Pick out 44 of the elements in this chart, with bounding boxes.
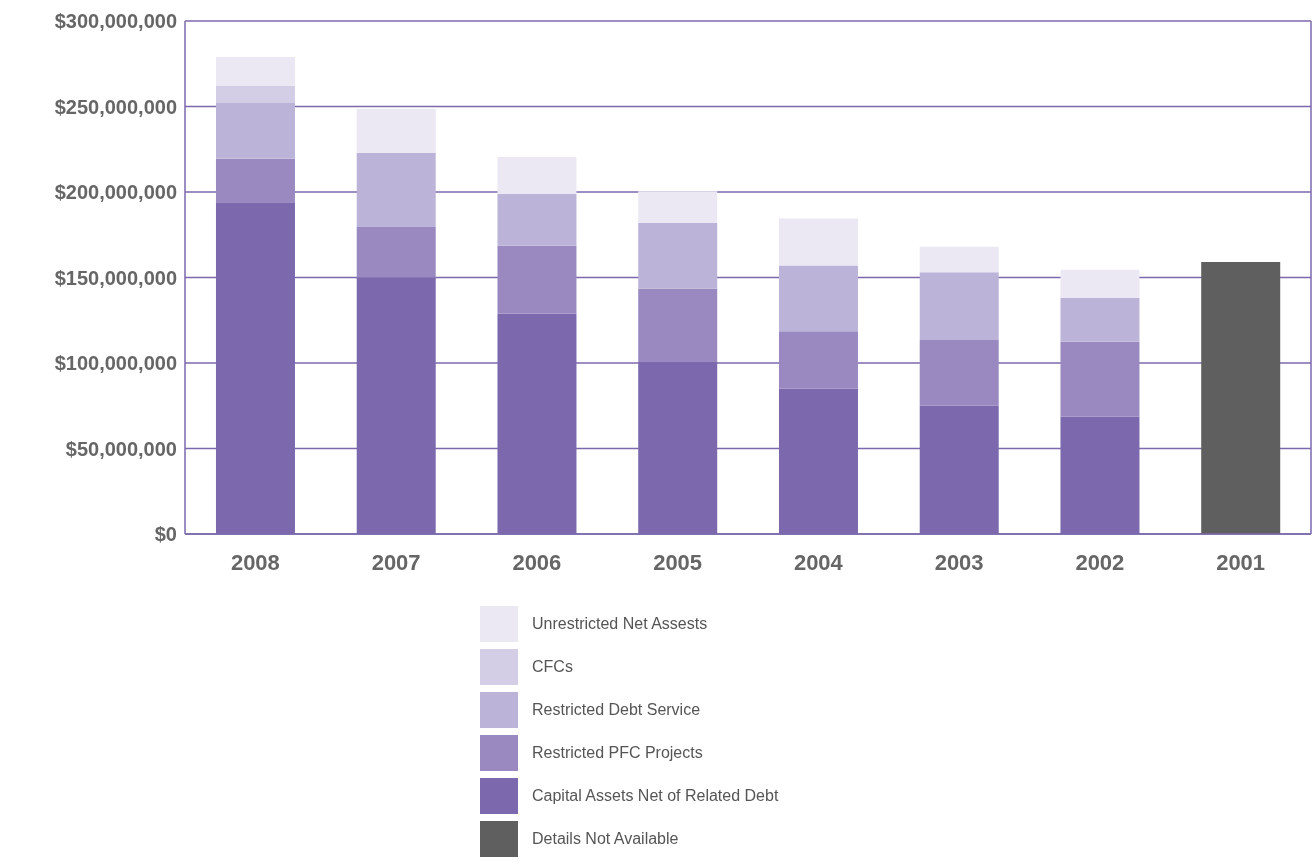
y-tick-label: $0 <box>154 523 177 546</box>
y-tick-label: $150,000,000 <box>54 266 177 289</box>
legend-label: Restricted Debt Service <box>532 701 701 719</box>
bar <box>638 191 718 223</box>
bar <box>1060 341 1140 417</box>
legend-label: Capital Assets Net of Related Debt <box>532 787 779 805</box>
x-tick-label: 2005 <box>653 549 703 575</box>
bar <box>778 265 858 332</box>
y-tick-label: $300,000,000 <box>54 10 177 33</box>
x-tick-label: 2004 <box>793 549 844 575</box>
bar <box>215 103 295 159</box>
x-tick-label: 2007 <box>371 549 421 575</box>
x-tick-label: 2002 <box>1075 549 1125 575</box>
legend-label: Restricted PFC Projects <box>532 744 703 762</box>
bar <box>497 156 577 194</box>
y-tick-label: $200,000,000 <box>54 181 177 204</box>
legend-label: CFCs <box>532 658 573 676</box>
bar <box>356 109 436 153</box>
bar <box>778 331 858 389</box>
bar <box>1201 262 1281 534</box>
y-tick-label: $100,000,000 <box>54 352 177 375</box>
bar <box>638 288 718 362</box>
legend-label: Unrestricted Net Assests <box>532 615 708 633</box>
bar <box>778 218 858 266</box>
bar <box>1060 298 1140 342</box>
bar <box>919 272 999 340</box>
legend-label: Details Not Available <box>532 830 679 848</box>
y-tick-label: $250,000,000 <box>54 95 177 118</box>
bar <box>356 227 436 278</box>
bar <box>215 56 295 86</box>
bar <box>215 85 295 104</box>
x-tick-label: 2008 <box>230 549 280 575</box>
x-tick-label: 2001 <box>1216 549 1266 575</box>
bar <box>638 222 718 289</box>
bar <box>356 152 436 228</box>
bar <box>919 246 999 273</box>
x-tick-label: 2006 <box>512 549 562 575</box>
y-tick-label: $50,000,000 <box>65 437 177 460</box>
bar <box>497 245 577 314</box>
bar <box>215 158 295 203</box>
bar <box>497 193 577 246</box>
bar <box>1060 269 1140 299</box>
x-tick-label: 2003 <box>934 549 984 575</box>
bar <box>919 339 999 406</box>
